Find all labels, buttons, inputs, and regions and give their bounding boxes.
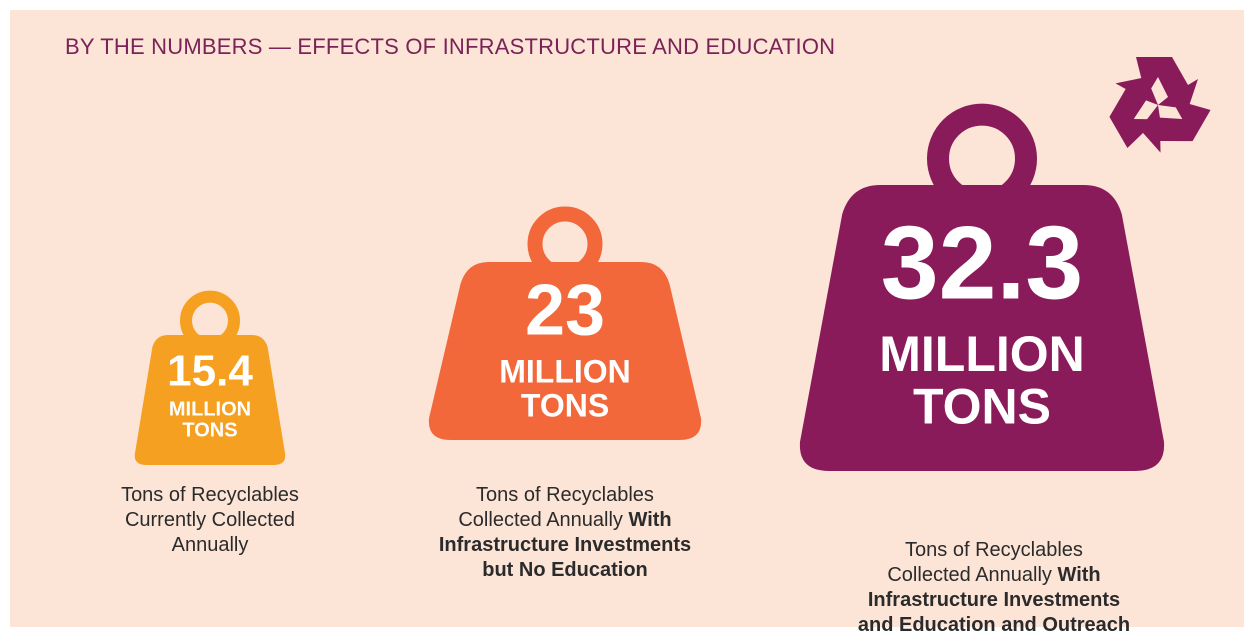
weight-value: 15.4 — [167, 347, 253, 396]
description-text: Tons of Recyclables — [476, 484, 654, 506]
graphic: 15.4MILLIONTONS23MILLIONTONS32.3MILLIONT… — [134, 57, 1211, 471]
weight-body — [428, 262, 702, 440]
weight-body — [134, 335, 286, 465]
weight-value: 23 — [525, 270, 605, 350]
description-text: but No Education — [482, 559, 648, 581]
description: Tons of Recyclables Collected Annually Wi… — [858, 538, 1130, 638]
description-text: With — [628, 509, 672, 531]
description-line: Tons of Recyclables — [439, 483, 691, 508]
description-text: Tons of Recyclables — [905, 539, 1083, 561]
panel: BY THE NUMBERS — EFFECTS OF INFRASTRUCTU… — [10, 10, 1244, 636]
description-line: but No Education — [439, 558, 691, 583]
description-text: Infrastructure Investments — [438, 534, 692, 556]
description-text: Infrastructure Investments — [867, 589, 1121, 611]
description-line: and Education and Outreach — [858, 613, 1130, 638]
description-line: Collected Annually With — [858, 563, 1130, 588]
description-line: Annually — [121, 533, 299, 558]
title: BY THE NUMBERS — EFFECTS OF INFRASTRUCTU… — [65, 34, 836, 59]
weight-unit: MILLION — [879, 326, 1085, 382]
description-text: With — [1057, 564, 1101, 586]
description-line: Tons of Recyclables — [858, 538, 1130, 563]
weight-body — [799, 185, 1165, 471]
weight-unit: TONS — [913, 379, 1051, 435]
weight-unit: MILLION — [169, 398, 251, 420]
description-line: Tons of Recyclables — [121, 483, 299, 508]
description-line: Infrastructure Investments — [858, 588, 1130, 613]
description: Tons of Recyclables Collected Annually Wi… — [439, 483, 691, 583]
description: Tons of Recyclables Currently Collected An… — [121, 483, 299, 558]
description-text: Collected Annually — [458, 509, 623, 531]
description-line: Collected Annually With — [439, 508, 691, 533]
weight-unit: TONS — [182, 419, 237, 441]
weight-unit: TONS — [521, 387, 609, 423]
description-text: Annually — [171, 534, 249, 556]
recycle-icon — [1096, 57, 1211, 164]
weight-value: 32.3 — [881, 205, 1083, 321]
weight-unit: MILLION — [499, 354, 631, 390]
description-text: and Education and Outreach — [857, 614, 1131, 636]
description-text: Currently Collected — [124, 509, 296, 531]
description-line: Currently Collected — [121, 508, 299, 533]
description-text: Collected Annually — [887, 564, 1052, 586]
description-text: Tons of Recyclables — [121, 484, 299, 506]
description-line: Infrastructure Investments — [439, 533, 691, 558]
